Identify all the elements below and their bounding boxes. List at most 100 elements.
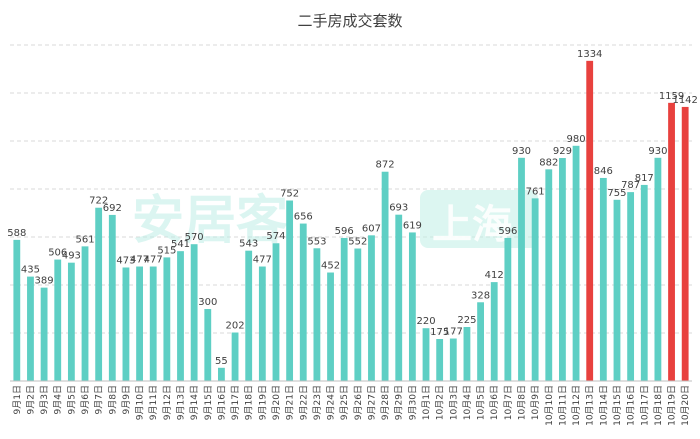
data-label: 175 bbox=[430, 327, 449, 338]
bar-10月13日 bbox=[586, 60, 594, 382]
x-tick-label: 9月5日 bbox=[66, 385, 77, 414]
data-label: 761 bbox=[526, 186, 545, 197]
data-label: 619 bbox=[403, 220, 422, 231]
x-tick-label: 9月15日 bbox=[203, 385, 214, 420]
data-label: 588 bbox=[7, 228, 26, 239]
bar-9月15日 bbox=[204, 309, 212, 381]
data-label: 574 bbox=[266, 231, 285, 242]
watermark-badge bbox=[420, 190, 538, 248]
data-label: 1142 bbox=[672, 95, 697, 106]
bar-9月28日 bbox=[381, 171, 389, 381]
x-tick-label: 9月21日 bbox=[285, 385, 296, 420]
bar-9月22日 bbox=[299, 223, 307, 381]
data-label: 477 bbox=[130, 255, 149, 266]
bar-9月24日 bbox=[327, 272, 334, 381]
data-label: 55 bbox=[215, 356, 228, 367]
x-tick-label: 9月14日 bbox=[189, 385, 200, 420]
x-tick-label: 9月20日 bbox=[271, 385, 282, 420]
bar-9月14日 bbox=[190, 244, 198, 381]
bar-9月30日 bbox=[408, 232, 416, 381]
data-label: 515 bbox=[157, 245, 176, 256]
bar-9月7日 bbox=[95, 207, 103, 381]
data-label: 561 bbox=[75, 234, 94, 245]
x-tick-label: 10月13日 bbox=[585, 385, 596, 426]
data-label: 570 bbox=[185, 232, 204, 243]
data-label: 225 bbox=[457, 315, 476, 326]
data-label: 202 bbox=[226, 321, 245, 332]
bar-9月23日 bbox=[313, 248, 321, 381]
data-label: 787 bbox=[621, 180, 640, 191]
x-tick-label: 9月17日 bbox=[230, 385, 241, 420]
x-tick-label: 9月11日 bbox=[148, 385, 159, 420]
x-tick-label: 10月16日 bbox=[626, 385, 637, 426]
data-label: 435 bbox=[21, 265, 40, 276]
data-label: 543 bbox=[239, 239, 258, 250]
x-tick-label: 10月4日 bbox=[462, 385, 473, 420]
data-label: 596 bbox=[498, 226, 517, 237]
data-label: 596 bbox=[335, 226, 354, 237]
x-tick-label: 9月23日 bbox=[312, 385, 323, 420]
x-tick-label: 10月8日 bbox=[517, 385, 528, 420]
bar-10月10日 bbox=[545, 169, 553, 381]
bar-10月14日 bbox=[599, 177, 607, 381]
x-tick-label: 9月13日 bbox=[176, 385, 187, 420]
bar-9月8日 bbox=[108, 214, 116, 381]
x-tick-label: 9月2日 bbox=[25, 385, 36, 414]
bar-10月12日 bbox=[572, 145, 580, 381]
bar-10月9日 bbox=[531, 198, 539, 381]
value-labels: 5884353895064935617226924734774775155415… bbox=[7, 49, 698, 367]
data-label: 1159 bbox=[659, 91, 684, 102]
data-label: 692 bbox=[103, 203, 122, 214]
bar-9月9日 bbox=[122, 267, 130, 381]
data-label: 477 bbox=[253, 255, 272, 266]
x-tick-label: 10月11日 bbox=[557, 385, 568, 426]
x-tick-label: 10月18日 bbox=[653, 385, 664, 426]
x-tick-label: 9月29日 bbox=[394, 385, 405, 420]
x-tick-label: 9月27日 bbox=[366, 385, 377, 420]
bar-10月18日 bbox=[654, 157, 662, 381]
x-tick-label: 10月2日 bbox=[435, 385, 446, 420]
x-tick-label: 10月3日 bbox=[448, 385, 459, 420]
bar-9月13日 bbox=[177, 251, 184, 381]
x-tick-label: 10月10日 bbox=[544, 385, 555, 426]
bar-9月5日 bbox=[67, 262, 75, 381]
x-tick-label: 10月6日 bbox=[489, 385, 500, 420]
x-tick-label: 9月28日 bbox=[380, 385, 391, 420]
x-tick-label: 10月17日 bbox=[639, 385, 650, 426]
x-tick-label: 9月4日 bbox=[53, 385, 64, 414]
data-label: 817 bbox=[635, 173, 654, 184]
data-label: 755 bbox=[607, 188, 626, 199]
data-label: 552 bbox=[348, 237, 367, 248]
bar-9月20日 bbox=[272, 243, 280, 381]
bar-9月10日 bbox=[136, 266, 143, 381]
bar-9月12日 bbox=[163, 257, 171, 381]
data-label: 493 bbox=[62, 251, 81, 262]
data-label: 872 bbox=[376, 160, 395, 171]
x-tick-label: 10月15日 bbox=[612, 385, 623, 426]
x-tick-label: 9月26日 bbox=[353, 385, 364, 420]
bar-10月6日 bbox=[490, 282, 498, 381]
data-label: 328 bbox=[471, 290, 490, 301]
x-tick-label: 10月14日 bbox=[598, 385, 609, 426]
bar-10月5日 bbox=[477, 302, 484, 381]
data-label: 412 bbox=[485, 270, 504, 281]
data-label: 882 bbox=[539, 157, 558, 168]
x-tick-label: 10月19日 bbox=[667, 385, 678, 426]
bar-9月19日 bbox=[258, 266, 266, 381]
x-tick-label: 9月24日 bbox=[326, 385, 337, 420]
x-tick-labels: 9月1日 9月2日 9月3日 9月4日 9月5日 9月6日 9月7日 9月8日 9月9日 9月10… bbox=[12, 385, 691, 426]
x-tick-label: 10月12日 bbox=[571, 385, 582, 426]
bar-9月16日 bbox=[218, 367, 225, 381]
x-tick-label: 9月30日 bbox=[407, 385, 418, 420]
bar-10月17日 bbox=[640, 184, 648, 381]
data-label: 930 bbox=[648, 146, 667, 157]
bar-10月19日 bbox=[668, 102, 675, 381]
bar-9月29日 bbox=[395, 214, 403, 381]
data-label: 220 bbox=[416, 316, 435, 327]
data-label: 846 bbox=[594, 166, 613, 177]
x-tick-label: 9月6日 bbox=[80, 385, 91, 414]
data-label: 506 bbox=[48, 248, 67, 259]
data-label: 473 bbox=[116, 255, 135, 266]
x-tick-label: 9月7日 bbox=[94, 385, 105, 414]
